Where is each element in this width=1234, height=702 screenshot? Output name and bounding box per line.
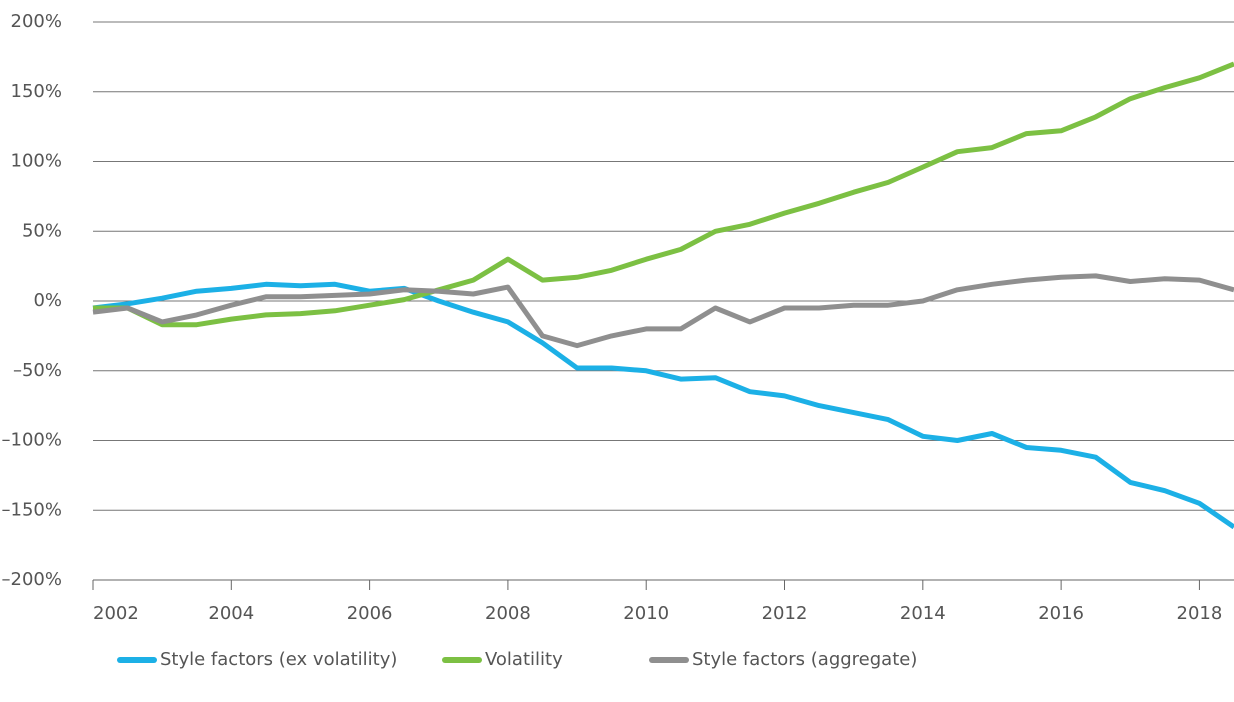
x-tick-label: 2006 (347, 603, 393, 624)
legend-label: Volatility (485, 649, 563, 670)
y-tick-label: 100% (11, 151, 62, 172)
x-tick-label: 2018 (1177, 603, 1223, 624)
y-tick-label: –200% (2, 569, 62, 590)
x-tick-label: 2008 (485, 603, 531, 624)
x-tick-label: 2012 (762, 603, 808, 624)
series-line (92, 281, 1234, 530)
y-tick-label: 200% (11, 11, 62, 32)
legend-label: Style factors (ex volatility) (160, 649, 397, 670)
series-line (93, 61, 1234, 328)
series-line (92, 273, 1234, 349)
x-tick-label: 2016 (1038, 603, 1084, 624)
y-tick-label: 150% (11, 81, 62, 102)
y-tick-label: –50% (13, 360, 62, 381)
x-tick-label: 2002 (93, 603, 139, 624)
y-tick-label: –150% (2, 499, 62, 520)
x-tick-label: 2014 (900, 603, 946, 624)
x-tick-label: 2004 (208, 603, 254, 624)
legend-label: Style factors (aggregate) (692, 649, 917, 670)
y-tick-label: –100% (2, 430, 62, 451)
y-tick-label: 50% (22, 220, 62, 241)
y-tick-label: 0% (33, 290, 62, 311)
x-tick-label: 2010 (623, 603, 669, 624)
